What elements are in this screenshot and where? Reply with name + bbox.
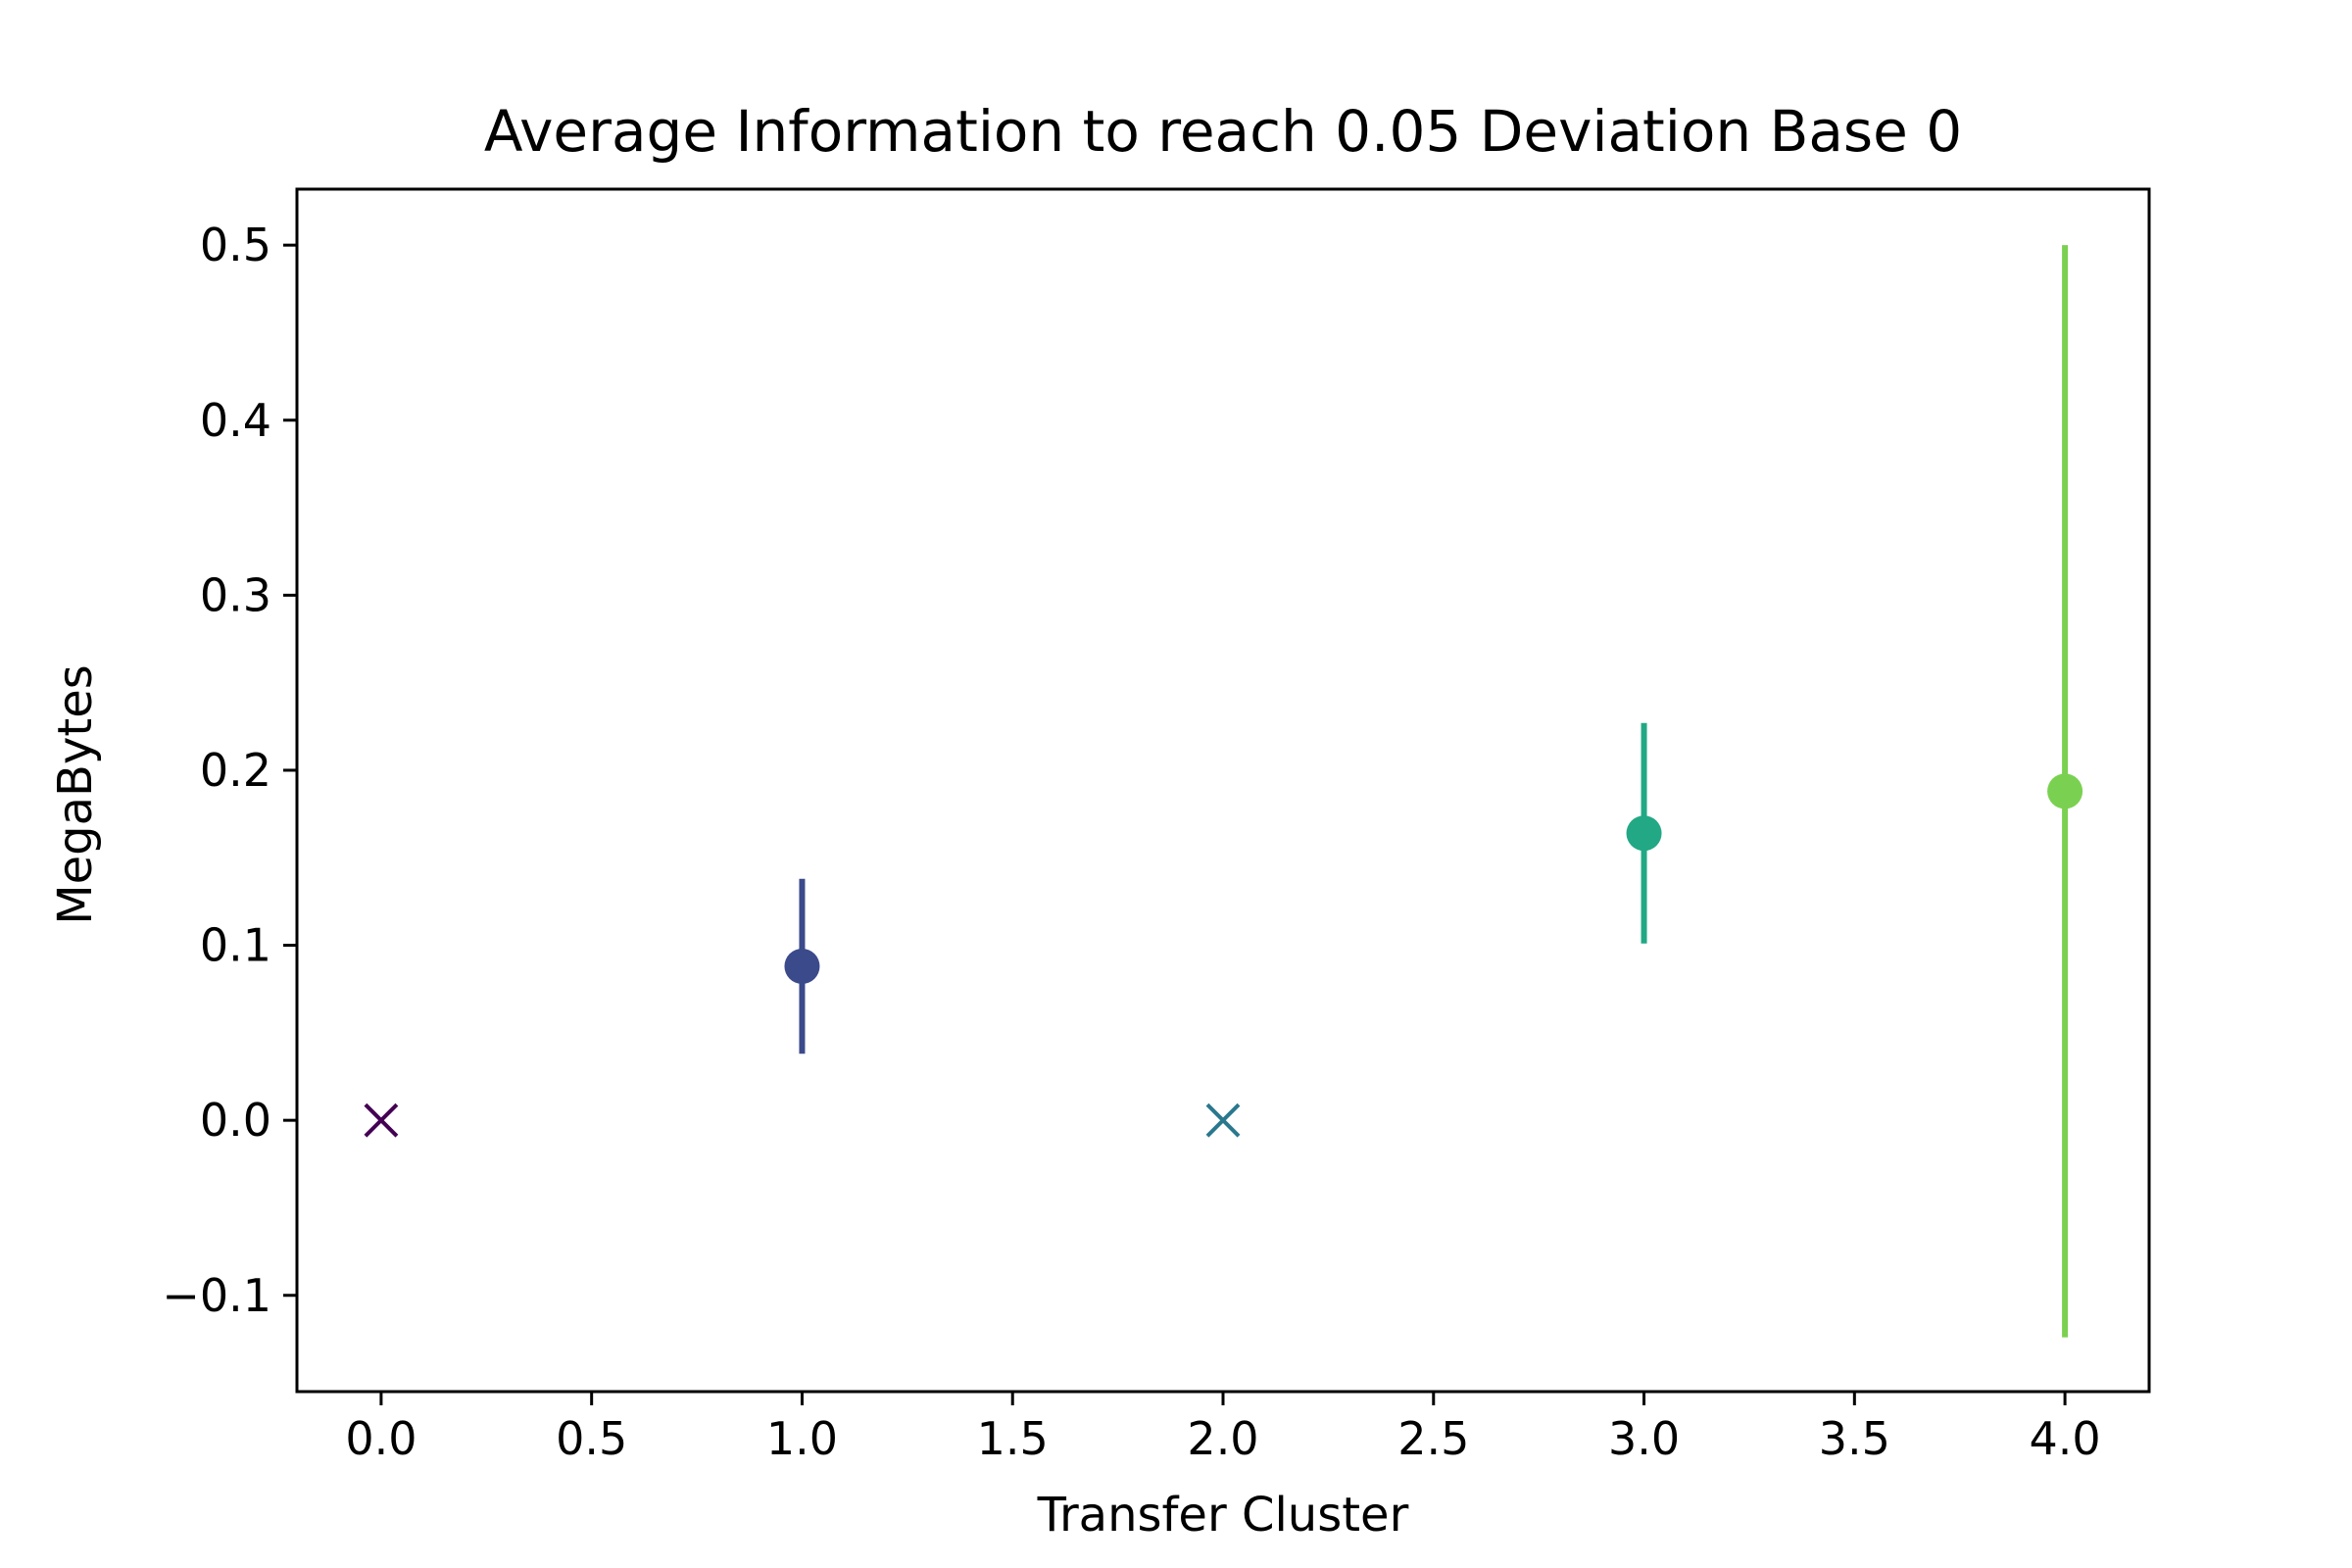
x-tick-label: 0.5: [556, 1412, 627, 1465]
data-point-1: [784, 948, 820, 984]
x-tick-label: 3.5: [1819, 1412, 1890, 1465]
y-axis-label: MegaBytes: [48, 664, 103, 925]
x-tick-label: 1.5: [977, 1412, 1049, 1465]
y-tick-label: 0.3: [200, 568, 271, 621]
x-tick-label: 2.5: [1397, 1412, 1469, 1465]
plot-frame: [295, 187, 2151, 1394]
y-tick-label: 0.5: [200, 219, 271, 271]
x-tick-label: 4.0: [2030, 1412, 2101, 1465]
chart-title: Average Information to reach 0.05 Deviat…: [484, 98, 1962, 165]
ticks-layer: 0.0 0.5 1.0 1.5 2.0 2.5 3.0 3.5 4.0 −0.1 0.0 0.1 0.2…: [162, 219, 2100, 1465]
x-tick-label: 0.0: [345, 1412, 416, 1465]
x-axis-label: Transfer Cluster: [1037, 1488, 1409, 1543]
x-tick-label: 3.0: [1608, 1412, 1680, 1465]
data-point-3: [1626, 815, 1662, 852]
x-tick-label: 2.0: [1187, 1412, 1258, 1465]
y-tick-label: 0.4: [200, 394, 271, 447]
y-tick-label: 0.2: [200, 744, 271, 797]
y-tick-label: 0.1: [200, 919, 271, 972]
marks-layer: [364, 245, 2083, 1338]
data-point-4: [2047, 773, 2083, 809]
x-tick-label: 1.0: [766, 1412, 838, 1465]
x-marker-0: [364, 1102, 399, 1138]
y-tick-label: −0.1: [162, 1269, 271, 1322]
x-marker-2: [1205, 1102, 1241, 1138]
y-tick-label: 0.0: [200, 1094, 271, 1147]
